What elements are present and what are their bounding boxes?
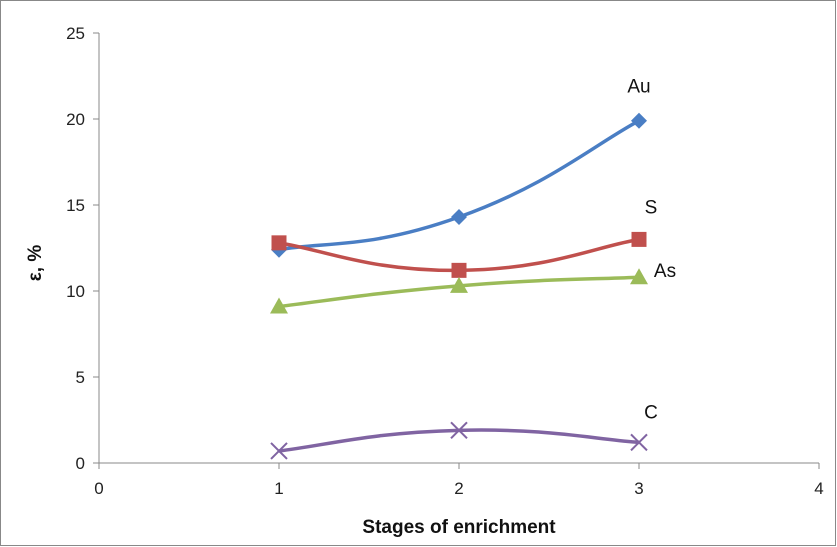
series-line-c: [278, 428, 640, 453]
series-label-as: As: [654, 261, 676, 282]
marker-as: [450, 276, 468, 293]
marker-s: [451, 262, 467, 278]
y-tick-label: 15: [66, 196, 85, 215]
series-labels: Au S As C: [627, 77, 676, 424]
marker-c: [270, 442, 288, 460]
x-axis-title: Stages of enrichment: [362, 517, 556, 538]
y-tick-label: 25: [66, 24, 85, 43]
x-tick-label: 1: [274, 479, 283, 498]
series-label-s: S: [645, 197, 658, 218]
marker-c: [450, 421, 468, 440]
marker-stroke: [450, 421, 468, 440]
x-tick-label: 3: [634, 479, 643, 498]
y-tick-label: 20: [66, 110, 85, 129]
x-tick-label: 2: [454, 479, 463, 498]
marker-au: [451, 209, 467, 226]
marker-stroke: [630, 433, 648, 452]
marker-c: [630, 433, 648, 452]
x-tick-label: 0: [94, 479, 103, 498]
marker-s: [631, 231, 647, 247]
series-markers: [270, 112, 648, 460]
marker-s: [271, 235, 287, 251]
marker-au: [631, 112, 647, 129]
series-label-au: Au: [627, 77, 650, 98]
series-label-c: C: [644, 402, 658, 423]
y-axis-title: ε, %: [25, 245, 46, 282]
marker-stroke: [270, 442, 288, 460]
y-tick-label: 0: [76, 454, 85, 473]
marker-as: [630, 268, 648, 285]
y-tick-label: 10: [66, 282, 85, 301]
y-tick-label: 5: [76, 368, 85, 387]
axes: 0 5 10 15 20 25 0 1 2 3 4: [66, 24, 824, 498]
x-tick-label: 4: [814, 479, 823, 498]
marker-as: [270, 297, 288, 314]
series-line-au: [278, 119, 640, 252]
